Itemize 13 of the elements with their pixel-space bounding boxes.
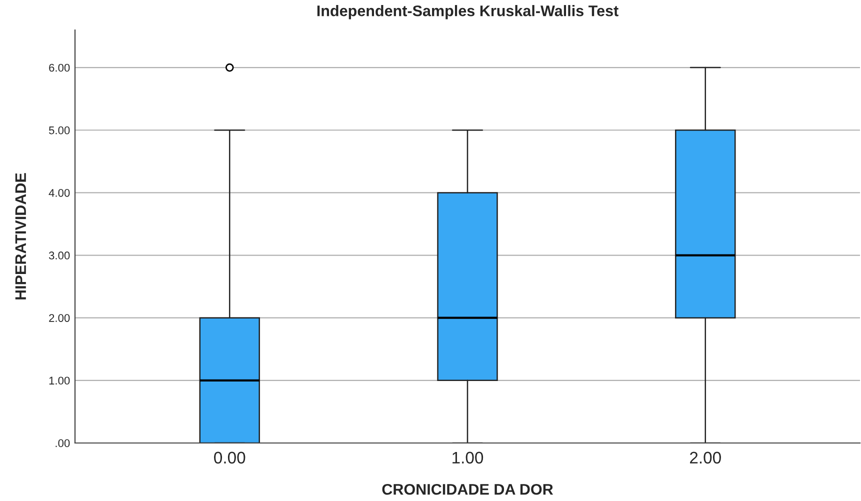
y-tick-label: 6.00	[49, 64, 70, 72]
y-tick-label: 5.00	[48, 126, 70, 134]
x-tick-label: 2.00	[690, 452, 721, 464]
x-tick-label: 0.00	[214, 452, 246, 464]
y-tick-label: 3.00	[48, 252, 70, 260]
x-tick-label: 1.00	[452, 452, 484, 464]
y-tick-label: 2.00	[49, 314, 70, 322]
y-tick-label: 4.00	[48, 188, 70, 197]
y-axis-title: HIPERATIVIDADE	[15, 173, 26, 300]
chart-title: Independent-Samples Kruskal-Wallis Test	[317, 5, 618, 20]
y-tick-label: .00	[56, 439, 70, 448]
y-tick-label: 1.00	[49, 376, 70, 385]
x-axis-title: CRONICIDADE DA DOR	[382, 484, 554, 495]
